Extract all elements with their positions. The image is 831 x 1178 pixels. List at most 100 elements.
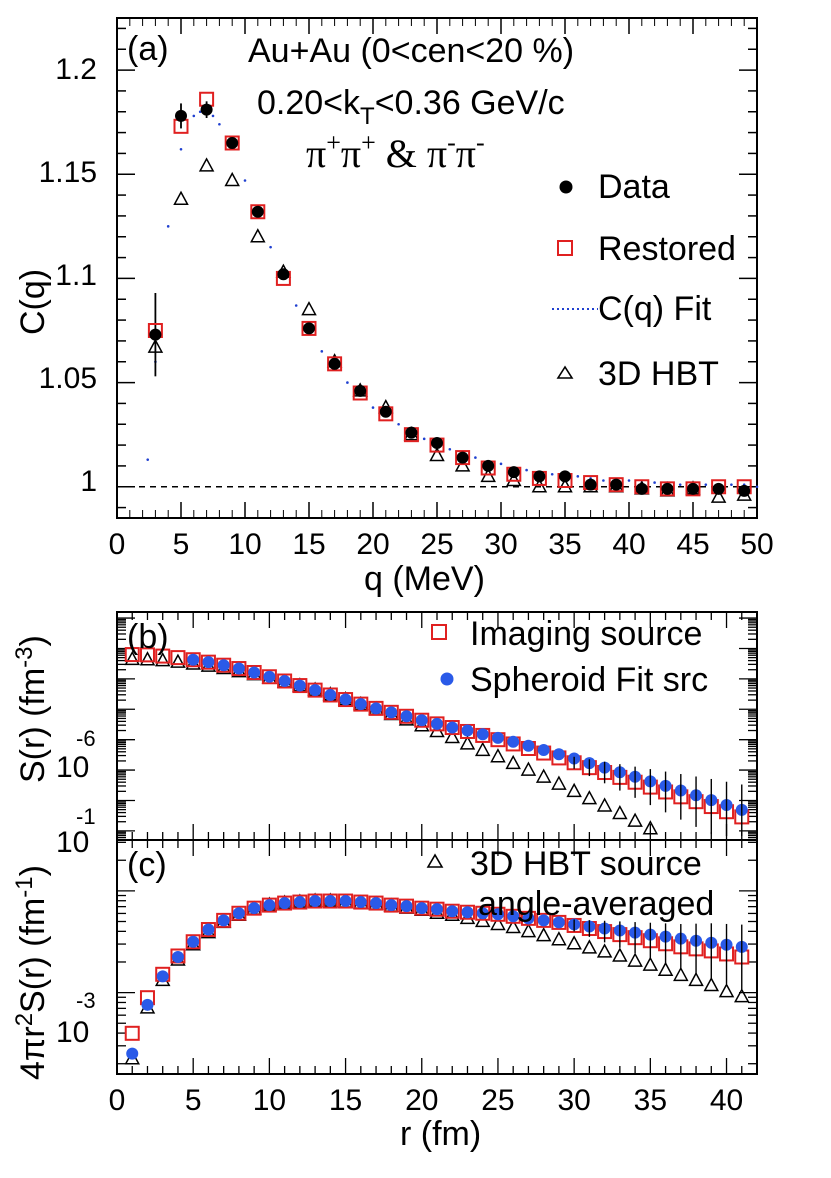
data-point — [187, 935, 200, 948]
data-point — [455, 450, 471, 466]
a-ytick-label: 1 — [80, 465, 97, 498]
data-point — [251, 205, 264, 218]
data-point — [661, 482, 674, 495]
data-point — [156, 970, 169, 983]
fit-curve-point — [146, 458, 150, 461]
b-y-axis-title: S(r) (fm-3) — [11, 635, 52, 783]
data-point — [202, 656, 215, 669]
panel-c-label: (c) — [127, 846, 167, 884]
fit-curve-point — [704, 483, 708, 486]
data-point — [124, 1025, 140, 1041]
data-point — [141, 998, 154, 1011]
data-point — [327, 356, 343, 372]
data-point — [431, 903, 443, 916]
a-ytick-label: 1.2 — [55, 53, 97, 86]
data-point — [490, 906, 506, 922]
data-point — [474, 741, 491, 757]
data-point — [198, 157, 215, 172]
panel-a-label: (a) — [127, 30, 169, 68]
data-point — [610, 478, 623, 491]
data-point — [292, 678, 308, 694]
fit-curve-point — [294, 304, 298, 307]
data-point — [415, 714, 428, 727]
data-point — [476, 907, 489, 920]
data-point — [307, 893, 323, 909]
legend-hbt-label: 3D HBT — [598, 355, 719, 393]
data-point — [738, 484, 751, 497]
x-tick-label: 50 — [740, 528, 773, 561]
legend-hbt-source-label: 3D HBT source — [470, 845, 702, 883]
data-point — [187, 653, 200, 666]
panel-b-ticks — [116, 612, 758, 840]
data-point — [446, 721, 459, 734]
data-point — [339, 693, 352, 706]
data-point — [461, 906, 474, 919]
data-point — [490, 748, 506, 763]
data-point — [309, 895, 322, 908]
x-tick-label: 15 — [329, 1084, 362, 1117]
data-point — [303, 322, 315, 335]
legend-hbt-source-marker — [426, 853, 444, 868]
fit-curve-point — [602, 479, 605, 482]
data-point — [385, 706, 398, 719]
data-point — [400, 710, 413, 723]
panel-c-marks — [124, 892, 750, 1065]
panel-c-ticks: 0 5 10 15 20 25 30 35 40 — [109, 840, 758, 1117]
data-point — [353, 894, 369, 910]
data-point — [173, 190, 189, 205]
fit-curve-point — [550, 472, 554, 476]
data-point — [216, 657, 232, 673]
panel-a-ticks: 0 5 10 15 20 25 30 35 40 45 50 — [109, 18, 774, 561]
data-point — [712, 482, 725, 495]
data-point — [263, 899, 276, 912]
panel-b: (b) Imaging source Spheroid Fit src 10 -… — [11, 611, 758, 859]
x-tick-label: 30 — [484, 528, 517, 561]
data-point — [612, 947, 628, 962]
legend-restored-marker — [557, 240, 573, 256]
data-point — [608, 477, 624, 493]
data-point — [459, 909, 476, 925]
data-point — [414, 900, 430, 916]
fit-curve-point — [166, 225, 170, 228]
fit-curve-point — [346, 381, 349, 384]
x-tick-label: 10 — [253, 1084, 286, 1117]
data-point — [277, 268, 290, 281]
data-point — [301, 301, 317, 316]
fit-curve-point — [269, 245, 272, 249]
data-point — [301, 320, 317, 336]
legend-imaging-label: Imaging source — [470, 615, 702, 653]
data-point — [170, 653, 186, 668]
data-point — [635, 482, 648, 495]
c-ytick-exponent: -3 — [76, 988, 96, 1013]
data-point — [414, 712, 430, 728]
data-point — [535, 768, 552, 783]
x-tick-label: 5 — [173, 528, 190, 561]
fit-curve-point — [576, 475, 580, 478]
fit-curve-point — [371, 406, 375, 409]
data-point — [175, 109, 187, 122]
x-tick-label: 10 — [228, 528, 261, 561]
x-tick-label: 5 — [185, 1084, 202, 1117]
fit-curve-point — [474, 456, 477, 459]
a-ytick-label: 1.05 — [39, 362, 97, 395]
data-point — [322, 687, 338, 703]
data-point — [139, 651, 156, 666]
data-point — [248, 666, 261, 679]
data-point — [224, 135, 240, 151]
data-point — [596, 943, 613, 958]
data-point — [642, 820, 659, 835]
data-point — [552, 748, 565, 761]
data-point — [557, 478, 573, 493]
data-point — [263, 670, 276, 683]
data-point — [383, 897, 399, 913]
data-point — [461, 724, 474, 737]
data-point — [627, 812, 643, 827]
fit-curve-point — [627, 479, 631, 482]
data-point — [581, 790, 598, 805]
data-point — [248, 902, 261, 915]
data-point — [368, 700, 384, 716]
data-point — [250, 228, 266, 243]
data-point — [261, 897, 277, 913]
c-x-axis-title: r (fm) — [400, 1115, 481, 1153]
data-point — [307, 682, 323, 698]
